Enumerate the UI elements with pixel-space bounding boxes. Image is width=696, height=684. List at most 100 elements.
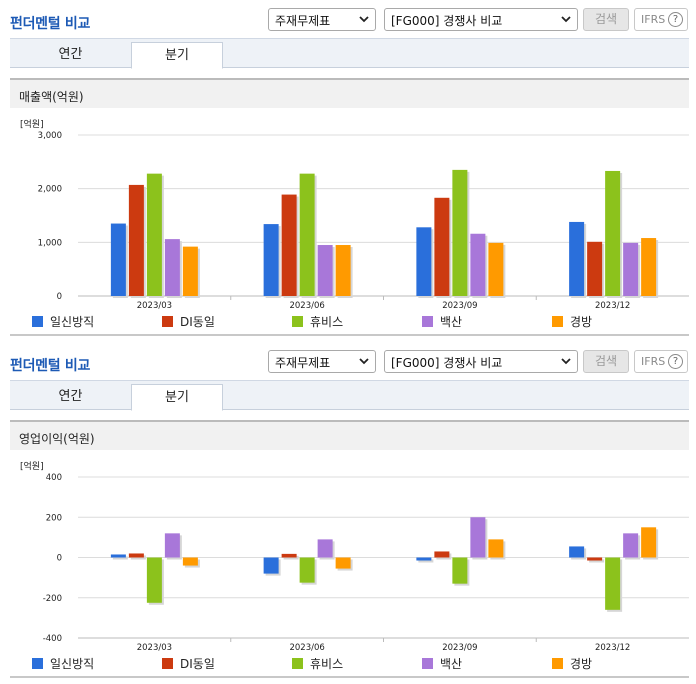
x-tick-label: 2023/03 xyxy=(137,301,172,311)
bar-휴비스[interactable] xyxy=(299,557,315,583)
tab-annual[interactable]: 연간 xyxy=(58,47,83,62)
bar-일신방직[interactable] xyxy=(416,557,432,561)
legend-swatch xyxy=(32,658,43,669)
bar-DI동일[interactable] xyxy=(587,241,603,296)
tab-quarterly[interactable]: 분기 xyxy=(131,42,223,69)
bar-휴비스[interactable] xyxy=(299,173,315,296)
legend-swatch xyxy=(422,316,433,327)
search-button[interactable]: 검색 xyxy=(583,8,629,31)
bar-휴비스[interactable] xyxy=(452,557,468,584)
bar-백산[interactable] xyxy=(164,533,180,558)
bar-일신방직[interactable] xyxy=(263,224,279,296)
bar-shadow xyxy=(418,559,434,563)
bar-DI동일[interactable] xyxy=(587,557,603,561)
y-tick-label: 0 xyxy=(57,292,62,302)
chart-title-bar: 매출액(억원) xyxy=(10,78,689,108)
legend-swatch xyxy=(32,316,43,327)
y-tick-label: 200 xyxy=(46,513,62,523)
bar-일신방직[interactable] xyxy=(569,546,585,558)
bar-경방[interactable] xyxy=(182,246,198,296)
panel-operating-profit: 펀더멘털 비교 주재무제표 [FG000] 경쟁사 비교 검색 IFRS ? 연… xyxy=(0,342,696,684)
statement-type-select[interactable]: 주재무제표 xyxy=(268,350,376,373)
bar-DI동일[interactable] xyxy=(434,551,450,558)
bar-일신방직[interactable] xyxy=(110,223,126,296)
legend-label: 경방 xyxy=(570,657,593,671)
bar-백산[interactable] xyxy=(623,533,639,558)
tab-quarterly[interactable]: 분기 xyxy=(131,384,223,411)
bar-DI동일[interactable] xyxy=(281,553,297,558)
bar-백산[interactable] xyxy=(623,242,639,296)
legend-swatch xyxy=(552,658,563,669)
bar-DI동일[interactable] xyxy=(434,197,450,296)
legend-swatch xyxy=(162,658,173,669)
legend-label: 일신방직 xyxy=(50,657,95,671)
panel-header: 펀더멘털 비교 주재무제표 [FG000] 경쟁사 비교 검색 IFRS ? xyxy=(0,0,696,38)
legend-swatch xyxy=(292,316,303,327)
compare-group-select[interactable]: [FG000] 경쟁사 비교 xyxy=(384,350,578,373)
bar-백산[interactable] xyxy=(317,539,333,558)
y-axis-unit: [억원] xyxy=(20,120,44,130)
y-axis-unit: [억원] xyxy=(20,462,44,472)
ifrs-help-button[interactable]: IFRS ? xyxy=(634,350,688,373)
bar-휴비스[interactable] xyxy=(605,170,621,296)
search-button[interactable]: 검색 xyxy=(583,350,629,373)
panel-title: 펀더멘털 비교 xyxy=(10,358,91,374)
legend-label: 일신방직 xyxy=(50,315,95,329)
chart-legend: 일신방직 DI동일 휴비스 백산 경방 xyxy=(10,655,689,673)
bar-경방[interactable] xyxy=(335,557,351,569)
bar-DI동일[interactable] xyxy=(128,184,144,296)
statement-type-select[interactable]: 주재무제표 xyxy=(268,8,376,31)
bar-경방[interactable] xyxy=(488,539,504,558)
legend-swatch xyxy=(552,316,563,327)
legend-swatch xyxy=(292,658,303,669)
bar-백산[interactable] xyxy=(470,517,486,558)
bar-일신방직[interactable] xyxy=(110,554,126,558)
legend-label: DI동일 xyxy=(180,315,215,329)
bar-휴비스[interactable] xyxy=(146,557,162,603)
ifrs-label: IFRS xyxy=(641,13,666,26)
bar-DI동일[interactable] xyxy=(281,194,297,296)
legend-label: DI동일 xyxy=(180,657,215,671)
operating-profit-chart: 영업이익(억원) [억원] -400 -200 0 200 400 2023/03 2023… xyxy=(10,420,689,678)
bar-경방[interactable] xyxy=(182,557,198,566)
panel-revenue: 펀더멘털 비교 주재무제표 [FG000] 경쟁사 비교 검색 IFRS ? 연… xyxy=(0,0,696,340)
bar-백산[interactable] xyxy=(317,245,333,296)
period-tabs: 연간 분기 xyxy=(10,38,689,69)
chevron-down-icon xyxy=(359,358,369,365)
chart-title-bar: 영업이익(억원) xyxy=(10,420,689,450)
ifrs-label: IFRS xyxy=(641,355,666,368)
bar-DI동일[interactable] xyxy=(128,553,144,558)
compare-group-value: [FG000] 경쟁사 비교 xyxy=(391,356,503,370)
y-tick-label: 400 xyxy=(46,473,62,483)
compare-group-select[interactable]: [FG000] 경쟁사 비교 xyxy=(384,8,578,31)
bar-휴비스[interactable] xyxy=(605,557,621,610)
y-tick-label: 1,000 xyxy=(38,238,62,248)
bar-shadow xyxy=(283,555,299,560)
x-tick-label: 2023/03 xyxy=(137,643,172,653)
bar-일신방직[interactable] xyxy=(416,227,432,296)
chevron-down-icon xyxy=(561,16,571,23)
bar-경방[interactable] xyxy=(641,238,657,296)
help-icon: ? xyxy=(668,354,683,369)
bar-경방[interactable] xyxy=(488,242,504,296)
bar-경방[interactable] xyxy=(335,245,351,296)
bar-백산[interactable] xyxy=(164,239,180,296)
chevron-down-icon xyxy=(561,358,571,365)
bar-일신방직[interactable] xyxy=(263,557,279,574)
panel-title: 펀더멘털 비교 xyxy=(10,16,91,32)
y-tick-label: 3,000 xyxy=(38,131,62,141)
help-icon: ? xyxy=(668,12,683,27)
x-tick-label: 2023/09 xyxy=(442,643,477,653)
bar-휴비스[interactable] xyxy=(146,173,162,296)
bar-일신방직[interactable] xyxy=(569,221,585,296)
x-tick-label: 2023/12 xyxy=(595,301,630,311)
bar-휴비스[interactable] xyxy=(452,169,468,296)
bar-chart-plot: 0 1,000 2,000 3,000 2023/03 2023/06 2023/09 202… xyxy=(38,131,689,311)
tab-annual[interactable]: 연간 xyxy=(58,389,83,404)
bar-경방[interactable] xyxy=(641,527,657,558)
x-tick-label: 2023/09 xyxy=(442,301,477,311)
x-tick-label: 2023/12 xyxy=(595,643,630,653)
ifrs-help-button[interactable]: IFRS ? xyxy=(634,8,688,31)
y-tick-label: -200 xyxy=(43,594,62,604)
bar-백산[interactable] xyxy=(470,233,486,296)
